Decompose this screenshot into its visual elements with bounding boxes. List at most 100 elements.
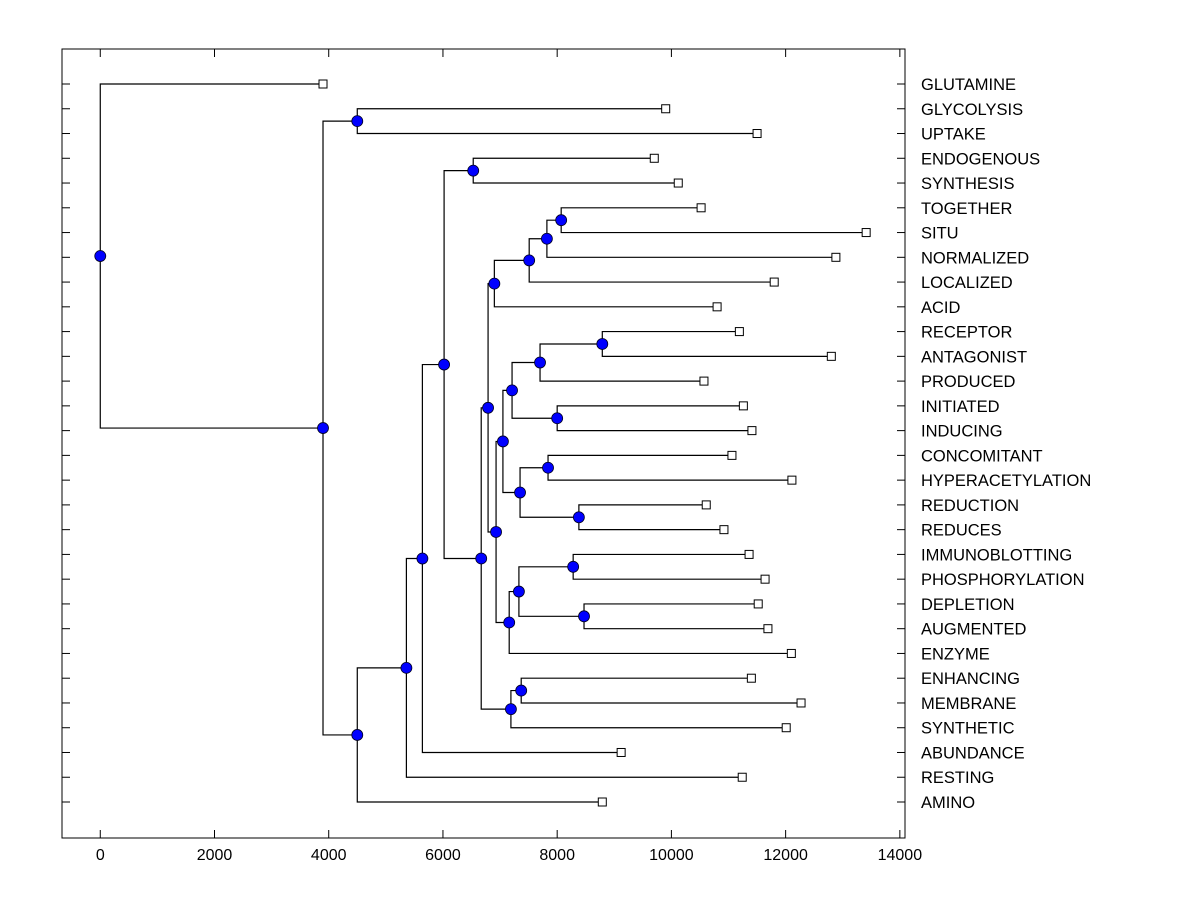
branch-NY-L20: [572, 566, 766, 580]
branch-NE-NF: [421, 363, 445, 559]
branch-NP-NS: [511, 390, 558, 419]
leaf-label-receptor: RECEPTOR: [921, 324, 1012, 342]
leaf-label-together: TOGETHER: [921, 200, 1012, 218]
leaf-marker-localized: [769, 277, 779, 287]
branch-NS-L14: [556, 418, 752, 432]
leaf-marker-concomitant: [727, 450, 737, 460]
branch-NAB-L24: [520, 677, 752, 691]
leaf-label-amino: AMINO: [921, 794, 975, 812]
node-marker-ni: [482, 401, 494, 414]
node-marker-naa: [505, 703, 517, 716]
node-marker-na: [317, 422, 329, 434]
node-marker-ng: [467, 164, 480, 177]
leaf-label-produced: PRODUCED: [921, 373, 1016, 391]
node-marker-nn: [490, 526, 502, 538]
branch-ND-L28: [405, 667, 743, 778]
branch-NJ-NK: [493, 259, 530, 284]
leaf-marker-enzyme: [786, 648, 796, 658]
leaf-label-antagonist: ANTAGONIST: [921, 348, 1027, 366]
leaf-marker-acid: [712, 302, 722, 312]
x-tick-label: 12000: [763, 847, 808, 864]
node-marker-nz: [578, 610, 590, 623]
leaf-label-synthetic: SYNTHETIC: [921, 720, 1015, 738]
leaf-marker-membrane: [796, 698, 806, 708]
branch-NQ-L12: [539, 362, 704, 382]
branch-NY-L19: [572, 553, 750, 567]
node-marker-nv: [572, 511, 585, 524]
node-marker-nm: [555, 214, 568, 227]
branch-NZ-L21: [583, 603, 759, 617]
leaf-label-reduces: REDUCES: [921, 522, 1002, 540]
node-marker-nh: [475, 552, 488, 565]
plot-frame: [61, 48, 906, 839]
branch-NE-L27: [421, 558, 622, 754]
branch-ND-NE: [405, 557, 423, 668]
frame-ticks: [62, 49, 905, 838]
x-tick-label: 0: [96, 847, 105, 864]
branch-NH-NAA: [480, 558, 511, 710]
leaf-marker-produced: [699, 376, 709, 386]
branch-NL-L7: [546, 238, 836, 258]
branch-NZ-L22: [583, 616, 768, 630]
branch-NI-NJ: [487, 283, 495, 408]
leaf-label-enzyme: ENZYME: [921, 645, 990, 663]
leaf-label-synthesis: SYNTHESIS: [921, 175, 1015, 193]
node-marker-root: [94, 250, 107, 262]
leaf-marker-endogenous: [649, 153, 659, 163]
branch-NF-NG: [443, 170, 474, 365]
leaf-label-inducing: INDUCING: [921, 423, 1003, 441]
node-marker-np: [506, 384, 518, 397]
leaf-label-reduction: REDUCTION: [921, 497, 1019, 515]
x-tick-label: 14000: [878, 847, 923, 864]
branch-NH-NI: [480, 407, 489, 559]
branch-root-NA: [99, 256, 324, 429]
branch-NW-L23: [508, 622, 792, 655]
node-marker-nt: [514, 486, 526, 499]
leaf-marker-glycolysis: [661, 104, 671, 114]
branch-NV-L17: [578, 504, 707, 518]
node-markers: [94, 115, 609, 741]
leaf-label-endogenous: ENDOGENOUS: [921, 150, 1040, 168]
leaf-marker-amino: [597, 797, 607, 807]
leaf-marker-initiated: [738, 401, 748, 411]
branch-NO-NP: [502, 389, 513, 442]
branch-NV-L18: [578, 517, 724, 531]
x-axis-tick-labels: 0 2000 4000 6000 8000 10000 12000 14000: [96, 847, 922, 864]
node-marker-no: [497, 435, 509, 448]
node-marker-nq: [534, 356, 546, 369]
branch-NX-NZ: [518, 591, 585, 617]
branch-NAB-L25: [520, 690, 802, 704]
branch-NK-L8: [528, 260, 775, 283]
x-tick-label: 10000: [649, 847, 694, 864]
branch-NT-NV: [519, 492, 579, 518]
branch-NAA-L26: [510, 709, 787, 729]
leaf-marker-synthesis: [673, 178, 683, 188]
branch-NN-NO: [495, 440, 503, 532]
branch-NU-L16: [547, 467, 792, 481]
branch-NO-NT: [502, 441, 521, 494]
node-marker-nd: [400, 661, 413, 674]
node-marker-nk: [523, 254, 536, 267]
branch-NA-NB: [322, 120, 358, 429]
node-marker-nu: [542, 461, 554, 474]
branch-NQ-NR: [539, 343, 603, 363]
branch-NR-L10: [601, 330, 740, 344]
leaf-marker-inducing: [747, 426, 757, 436]
node-marker-nb: [351, 115, 364, 128]
branch-NB-L1: [356, 108, 666, 122]
branch-NJ-L9: [493, 283, 718, 308]
x-tick-label: 8000: [539, 847, 575, 864]
leaf-marker-normalized: [831, 252, 841, 262]
leaf-marker-enhancing: [746, 673, 756, 683]
branch-NN-NW: [495, 531, 510, 624]
leaf-label-glutamine: GLUTAMINE: [921, 76, 1016, 94]
node-marker-nx: [513, 585, 525, 598]
leaf-label-depletion: DEPLETION: [921, 596, 1015, 614]
leaf-marker-reduces: [719, 525, 729, 535]
branch-NG-L3: [472, 157, 655, 171]
leaf-label-hyperacetylation: HYPERACETYLATION: [921, 472, 1091, 490]
leaf-label-abundance: ABUNDANCE: [921, 744, 1025, 762]
leaf-marker-augmented: [763, 624, 773, 634]
leaf-marker-together: [696, 203, 706, 213]
